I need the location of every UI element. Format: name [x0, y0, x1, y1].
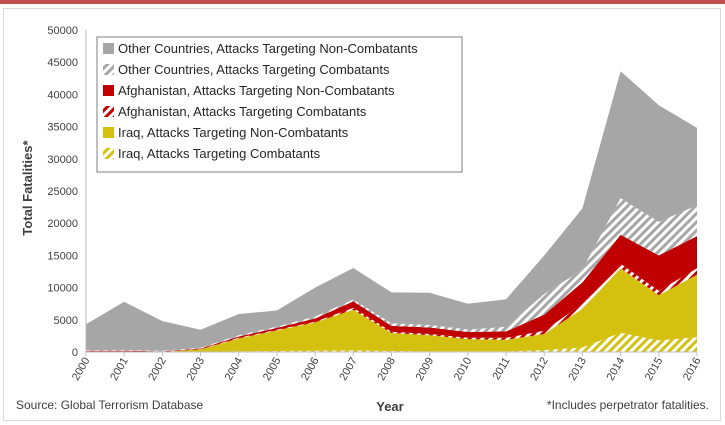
x-tick-label: 2010: [452, 356, 475, 383]
legend-label-other-countries-attacks-targeting-combatants: Other Countries, Attacks Targeting Comba…: [118, 62, 390, 77]
legend-swatch-afghanistan-attacks-targeting-non-combatants: [103, 85, 114, 96]
footnote: *Includes perpetrator fatalities.: [546, 398, 709, 412]
area-afghanistan-attacks-targeting-non-combatants: [86, 234, 697, 352]
x-tick-label: 2009: [414, 356, 437, 383]
y-tick-label: 15000: [47, 250, 78, 262]
legend-swatch-afghanistan-attacks-targeting-combatants: [103, 106, 114, 117]
legend-label-iraq-attacks-targeting-combatants: Iraq, Attacks Targeting Combatants: [118, 146, 321, 161]
x-tick-label: 2016: [681, 356, 704, 383]
y-tick-label: 20000: [47, 218, 78, 230]
y-tick-label: 0: [72, 347, 78, 359]
source-note: Source: Global Terrorism Database: [16, 398, 204, 412]
x-tick-label: 2006: [299, 356, 322, 383]
y-tick-label: 45000: [47, 57, 78, 69]
x-tick-label: 2004: [223, 356, 246, 383]
x-tick-label: 2007: [337, 356, 360, 383]
x-tick-label: 2003: [185, 356, 208, 383]
y-axis-title: Total Fatalities*: [20, 140, 35, 236]
x-axis-title: Year: [376, 399, 403, 414]
legend-label-iraq-attacks-targeting-non-combatants: Iraq, Attacks Targeting Non-Combatants: [118, 125, 349, 140]
y-tick-label: 35000: [47, 122, 78, 134]
legend-swatch-iraq-attacks-targeting-non-combatants: [103, 127, 114, 138]
chart-frame: [3, 8, 721, 421]
x-tick-label: 2002: [146, 356, 169, 383]
area-series-group: [86, 71, 697, 352]
y-tick-label: 30000: [47, 154, 78, 166]
x-tick-label: 2005: [261, 356, 284, 383]
y-tick-label: 50000: [47, 25, 78, 37]
x-tick-label: 2015: [643, 356, 666, 383]
y-tick-label: 5000: [54, 315, 78, 327]
y-tick-label: 10000: [47, 283, 78, 295]
area-iraq-attacks-targeting-non-combatants: [86, 268, 697, 352]
x-tick-label: 2001: [108, 356, 131, 383]
x-tick-label: 2014: [605, 356, 628, 383]
legend-swatch-other-countries-attacks-targeting-non-combatants: [103, 43, 114, 54]
area-other-countries-attacks-targeting-non-combatants: [86, 71, 697, 351]
area-iraq-attacks-targeting-combatants: [86, 332, 697, 352]
legend-box: [96, 36, 463, 173]
header-rule: [0, 0, 725, 4]
legend-label-other-countries-attacks-targeting-non-combatants: Other Countries, Attacks Targeting Non-C…: [118, 41, 418, 56]
x-tick-label: 2013: [566, 356, 589, 383]
x-tick-label: 2012: [528, 356, 551, 383]
legend-swatch-iraq-attacks-targeting-combatants: [103, 148, 114, 159]
area-other-countries-attacks-targeting-combatants: [86, 198, 697, 352]
legend-swatch-other-countries-attacks-targeting-combatants: [103, 64, 114, 75]
x-tick-label: 2000: [70, 356, 93, 383]
legend-label-afghanistan-attacks-targeting-combatants: Afghanistan, Attacks Targeting Combatant…: [118, 104, 367, 119]
x-tick-label: 2011: [490, 356, 512, 382]
y-tick-label: 40000: [47, 89, 78, 101]
y-tick-label: 25000: [47, 186, 78, 198]
legend: Other Countries, Attacks Targeting Non-C…: [96, 36, 463, 173]
legend-label-afghanistan-attacks-targeting-non-combatants: Afghanistan, Attacks Targeting Non-Comba…: [118, 83, 395, 98]
x-tick-label: 2008: [375, 356, 398, 383]
